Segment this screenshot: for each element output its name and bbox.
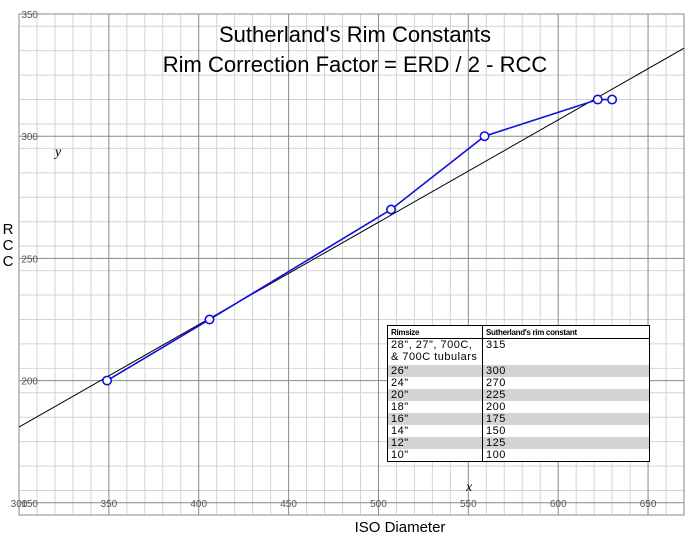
x-tick-label: 500 <box>370 499 387 510</box>
table-cell-rimsize: 20" <box>387 389 483 401</box>
table-cell-rimsize: 26" <box>387 365 483 377</box>
major-grid <box>18 13 685 516</box>
trend-line-group <box>18 47 685 428</box>
trend-line <box>18 47 685 428</box>
table-cell-constant: 315 <box>486 339 506 351</box>
data-point <box>592 94 603 105</box>
plot-border <box>18 13 685 516</box>
table-cell-constant: 225 <box>482 389 650 401</box>
y-axis-label-letter: C <box>2 237 14 254</box>
data-point <box>102 375 113 386</box>
table-cell-constant: 100 <box>486 449 506 461</box>
y-axis-label-letter: C <box>2 253 14 270</box>
y-tick-label: 200 <box>21 377 38 388</box>
y-tick-label: 250 <box>21 254 38 265</box>
table-cell-rimsize: 10" <box>387 449 483 462</box>
x-tick-label: 300 <box>11 499 28 510</box>
table-header-constant: Sutherland's rim constant <box>482 325 650 339</box>
tick-labels: 300 350 400 450 500 550 600 650 150 200 250 300 350 <box>11 10 657 510</box>
table-cell-constant: 300 <box>482 365 650 377</box>
table-cell-constant: 200 <box>486 401 506 413</box>
data-point <box>479 131 490 142</box>
chart-title: Sutherland's Rim Constants <box>219 22 491 47</box>
table-body: 28", 27", 700C, & 700C tubulars 315 26" 300… <box>387 338 650 462</box>
table-cell-rimsize: 28", 27", 700C, & 700C tubulars <box>387 338 483 365</box>
x-variable-label: x <box>466 480 473 495</box>
table-row: 28", 27", 700C, & 700C tubulars 315 <box>387 338 650 365</box>
table-cell-rimsize: 14" <box>387 425 483 437</box>
table-header-row: Rimsize Sutherland's rim constant <box>387 325 650 339</box>
table-row: 16" 175 <box>387 413 650 425</box>
table-row: 14" 150 <box>387 425 650 437</box>
y-variable-label: y <box>55 145 62 160</box>
data-point <box>204 314 215 325</box>
table-row: 26" 300 <box>387 365 650 377</box>
y-axis-label-letter: R <box>2 221 14 238</box>
table-cell-constant: 125 <box>482 437 650 449</box>
table-header-rimsize: Rimsize <box>387 325 483 339</box>
table-cell-rimsize: 16" <box>387 413 483 425</box>
table-cell-constant: 270 <box>486 377 506 389</box>
y-tick-label: 300 <box>21 132 38 143</box>
series-group <box>102 94 618 386</box>
x-tick-label: 450 <box>280 499 297 510</box>
x-tick-label: 650 <box>640 499 657 510</box>
table-cell-rimsize: 18" <box>387 401 483 413</box>
x-tick-label: 400 <box>190 499 207 510</box>
rim-constant-table: Rimsize Sutherland's rim constant 28", 2… <box>387 325 650 462</box>
table-cell-rimsize: 12" <box>387 437 483 449</box>
table-cell-rimsize: 24" <box>387 377 483 389</box>
data-point <box>607 94 618 105</box>
chart-subtitle: Rim Correction Factor = ERD / 2 - RCC <box>162 52 548 77</box>
x-tick-label: 600 <box>550 499 567 510</box>
table-row: 10" 100 <box>387 449 650 462</box>
table-cell-constant: 150 <box>486 425 506 437</box>
table-row: 12" 125 <box>387 437 650 449</box>
y-tick-label: 150 <box>21 499 38 510</box>
data-point <box>386 204 397 215</box>
table-row: 20" 225 <box>387 389 650 401</box>
table-cell-constant: 175 <box>482 413 650 425</box>
x-tick-label: 350 <box>101 499 118 510</box>
table-row: 18" 200 <box>387 401 650 413</box>
table-row: 24" 270 <box>387 377 650 389</box>
x-axis-label: ISO Diameter <box>354 519 446 536</box>
y-tick-label: 350 <box>21 10 38 21</box>
x-tick-label: 550 <box>460 499 477 510</box>
